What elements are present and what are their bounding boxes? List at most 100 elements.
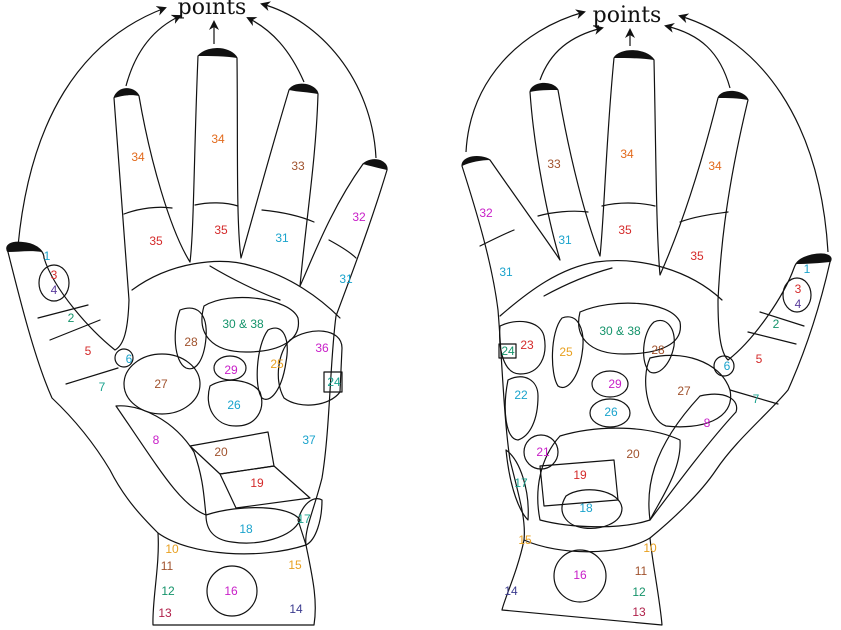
right-zone-21 [523,434,559,470]
right-zone-26 [589,398,631,428]
right-zone-22 [504,376,539,441]
right-arrow-thumb [678,13,829,253]
left-point-label: 4 [51,283,58,297]
left-index-crease [123,206,173,215]
right-index-crease [679,211,729,223]
left-tip-thumb [6,242,43,252]
right-zone-27 [645,354,732,428]
right-point-label: 16 [573,568,587,582]
right-point-label: 27 [677,384,691,398]
left-point-label: 11 [161,559,174,573]
left-title: points [178,0,247,20]
right-thumb-circle [782,277,812,313]
left-point-label: 15 [288,558,302,572]
right-point-label: 17 [514,476,528,490]
right-zone-17 [505,449,529,521]
right-tip-little [462,156,490,166]
right-point-label: 31 [499,265,513,279]
right-point-label: 21 [536,445,550,459]
left-point-label: 13 [158,606,172,620]
left-zone-18 [205,507,301,544]
right-tip-thumb [796,253,832,264]
left-point-label: 35 [214,223,228,237]
left-point-label: 14 [289,602,303,616]
left-point-label: 5 [85,344,92,358]
right-zone-30-38 [578,302,681,355]
left-thumb-line-3 [65,367,119,385]
left-zone-36 [277,330,343,406]
left-point-label: 32 [352,210,366,224]
right-zone-23 [499,320,546,375]
left-tip-little [363,159,388,170]
left-point-label: 8 [153,433,160,447]
left-wrist-top [157,532,307,555]
left-point-label: 7 [99,380,106,394]
right-point-label: 25 [559,345,573,359]
left-zone-26 [207,379,263,427]
right-arrow-ring [539,25,604,81]
right-zone-8 [648,393,738,521]
right-middle-crease [601,202,656,207]
right-point-label: 35 [618,223,632,237]
right-point-label: 2 [773,317,780,331]
right-zone-18 [561,489,623,529]
right-point-label: 1 [804,262,811,276]
left-zone-6 [114,348,134,368]
left-point-label: 12 [161,584,175,598]
right-hand [461,50,832,626]
left-arrow-little [260,1,377,159]
right-point-label: 10 [643,541,657,555]
left-point-label: 28 [184,335,198,349]
left-point-label: 18 [239,522,253,536]
left-point-label: 24 [327,375,341,389]
right-point-label: 4 [795,297,802,311]
right-point-label: 18 [579,501,593,515]
left-tip-middle [198,48,237,58]
left-arrow-index [125,14,182,87]
right-point-label: 34 [620,147,634,161]
right-arrows [465,9,829,253]
right-finger-base-line-2 [543,267,613,297]
right-thumb-line-1 [759,311,805,327]
right-point-label: 26 [604,405,618,419]
right-point-label: 14 [504,584,518,598]
right-zone-25 [551,316,584,389]
left-point-label: 16 [224,584,238,598]
left-point-label: 17 [297,512,311,526]
right-wrist-top [523,537,651,553]
right-zone-28 [643,319,675,374]
left-point-label: 20 [214,445,228,459]
right-ring-crease [537,210,589,217]
right-arrow-little [465,9,586,153]
left-point-label: 19 [250,476,264,490]
left-point-label: 25 [270,357,284,371]
left-point-label: 3 [51,268,58,282]
right-point-label: 33 [547,157,561,171]
right-finger-base-line [499,260,723,317]
left-point-label: 1 [44,249,51,263]
right-point-label: 7 [753,392,760,406]
left-arrow-thumb [17,6,167,247]
right-zone-6 [713,355,735,377]
left-point-label: 27 [154,377,168,391]
right-zone-29 [591,370,629,398]
right-zone-24 [498,343,517,359]
right-point-label: 20 [626,447,640,461]
left-point-label: 30 & 38 [222,317,264,331]
right-point-label: 15 [518,533,532,547]
right-point-label: 19 [573,468,587,482]
left-zone-24 [323,371,343,393]
left-point-label: 26 [227,398,241,412]
left-arrows [17,1,377,247]
right-thumb-line-3 [729,389,779,405]
left-point-label: 31 [339,272,353,286]
left-thumb-line-1 [37,304,89,319]
left-zone-27 [123,353,201,415]
left-hand [6,48,388,626]
right-zone-16 [553,549,607,603]
right-point-label: 12 [632,585,646,599]
